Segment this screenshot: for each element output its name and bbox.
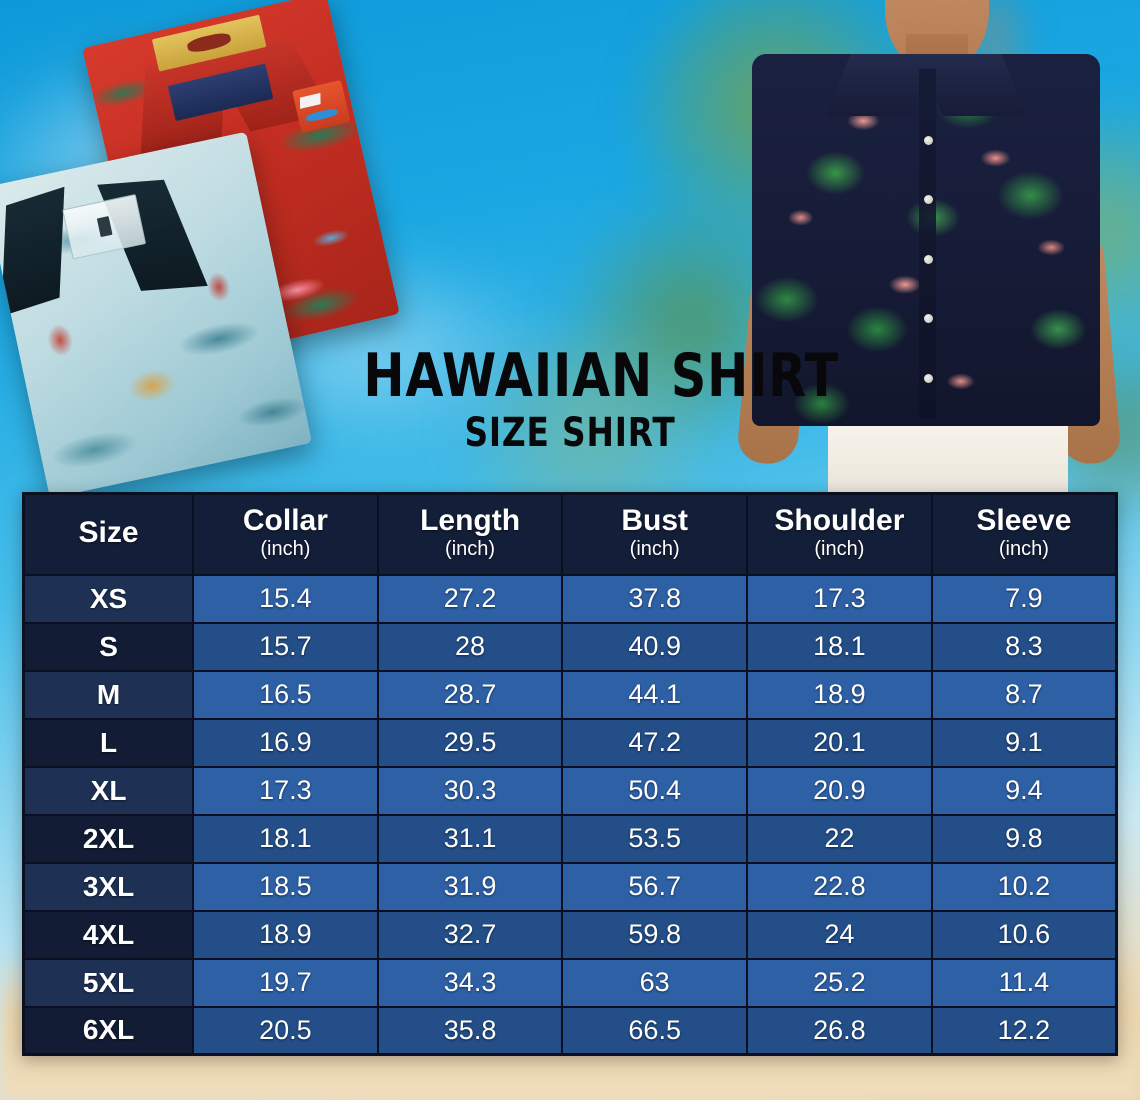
cell-size: L bbox=[22, 717, 195, 768]
table-row: 3XL 18.5 31.9 56.7 22.8 10.2 bbox=[22, 861, 1118, 912]
flamingo-hawaiian-shirt bbox=[752, 54, 1100, 426]
model-photo bbox=[700, 0, 1140, 492]
cell-sleeve: 7.9 bbox=[930, 573, 1118, 624]
shirt-button bbox=[923, 195, 933, 205]
cell-length: 28 bbox=[376, 621, 564, 672]
table-row: XL 17.3 30.3 50.4 20.9 9.4 bbox=[22, 765, 1118, 816]
cell-collar: 17.3 bbox=[192, 765, 379, 816]
cell-length: 32.7 bbox=[376, 909, 564, 960]
column-header-sleeve: Sleeve (inch) bbox=[930, 492, 1118, 576]
cell-sleeve: 11.4 bbox=[930, 957, 1118, 1008]
column-header-shoulder: Shoulder (inch) bbox=[745, 492, 933, 576]
cell-size: S bbox=[22, 621, 195, 672]
cell-length: 31.9 bbox=[376, 861, 564, 912]
title-block: HAWAIIAN SHIRT SIZE SHIRT bbox=[318, 341, 840, 456]
cell-bust: 44.1 bbox=[561, 669, 748, 720]
size-chart-table: Size Collar (inch) Length (inch) Bust (i… bbox=[22, 492, 1118, 1056]
cell-shoulder: 24 bbox=[745, 909, 933, 960]
cell-size: XS bbox=[22, 573, 195, 624]
cell-bust: 50.4 bbox=[561, 765, 748, 816]
cell-shoulder: 17.3 bbox=[745, 573, 933, 624]
button-placket bbox=[919, 68, 937, 419]
cell-length: 27.2 bbox=[376, 573, 564, 624]
shirt-button bbox=[923, 314, 933, 324]
cell-bust: 40.9 bbox=[561, 621, 748, 672]
column-header-collar: Collar (inch) bbox=[192, 492, 379, 576]
cell-length: 29.5 bbox=[376, 717, 564, 768]
cell-size: XL bbox=[22, 765, 195, 816]
cell-bust: 37.8 bbox=[561, 573, 748, 624]
cell-sleeve: 9.1 bbox=[930, 717, 1118, 768]
cell-bust: 59.8 bbox=[561, 909, 748, 960]
cell-collar: 16.5 bbox=[192, 669, 379, 720]
cell-sleeve: 8.3 bbox=[930, 621, 1118, 672]
cell-bust: 56.7 bbox=[561, 861, 748, 912]
cell-sleeve: 10.6 bbox=[930, 909, 1118, 960]
cell-length: 30.3 bbox=[376, 765, 564, 816]
table-row: 5XL 19.7 34.3 63 25.2 11.4 bbox=[22, 957, 1118, 1008]
cell-length: 28.7 bbox=[376, 669, 564, 720]
table-body: XS 15.4 27.2 37.8 17.3 7.9 S 15.7 28 40.9 18.1 8.3 M… bbox=[22, 573, 1118, 1056]
cell-collar: 20.5 bbox=[192, 1005, 379, 1056]
shirt-button bbox=[923, 135, 933, 145]
cell-bust: 53.5 bbox=[561, 813, 748, 864]
cell-shoulder: 22 bbox=[745, 813, 933, 864]
cell-sleeve: 12.2 bbox=[930, 1005, 1118, 1056]
cell-length: 34.3 bbox=[376, 957, 564, 1008]
cell-shoulder: 22.8 bbox=[745, 861, 933, 912]
cell-collar: 18.5 bbox=[192, 861, 379, 912]
cell-bust: 63 bbox=[561, 957, 748, 1008]
table-row: S 15.7 28 40.9 18.1 8.3 bbox=[22, 621, 1118, 672]
cell-collar: 19.7 bbox=[192, 957, 379, 1008]
cell-shoulder: 18.9 bbox=[745, 669, 933, 720]
table-row: 6XL 20.5 35.8 66.5 26.8 12.2 bbox=[22, 1005, 1118, 1056]
table-row: M 16.5 28.7 44.1 18.9 8.7 bbox=[22, 669, 1118, 720]
cell-size: M bbox=[22, 669, 195, 720]
cell-bust: 47.2 bbox=[561, 717, 748, 768]
cell-size: 5XL bbox=[22, 957, 195, 1008]
page-subtitle: SIZE SHIRT bbox=[464, 409, 676, 456]
column-header-bust: Bust (inch) bbox=[561, 492, 748, 576]
page-title: HAWAIIAN SHIRT bbox=[363, 341, 840, 411]
table-row: 4XL 18.9 32.7 59.8 24 10.6 bbox=[22, 909, 1118, 960]
cell-sleeve: 10.2 bbox=[930, 861, 1118, 912]
shirt-button bbox=[923, 373, 933, 383]
table-row: XS 15.4 27.2 37.8 17.3 7.9 bbox=[22, 573, 1118, 624]
table-header: Size Collar (inch) Length (inch) Bust (i… bbox=[22, 492, 1118, 576]
column-header-size: Size bbox=[22, 492, 195, 576]
cell-size: 3XL bbox=[22, 861, 195, 912]
cell-shoulder: 20.9 bbox=[745, 765, 933, 816]
collar-left bbox=[1, 186, 65, 317]
table-row: L 16.9 29.5 47.2 20.1 9.1 bbox=[22, 717, 1118, 768]
cell-bust: 66.5 bbox=[561, 1005, 748, 1056]
cell-shoulder: 25.2 bbox=[745, 957, 933, 1008]
cell-length: 35.8 bbox=[376, 1005, 564, 1056]
cell-sleeve: 8.7 bbox=[930, 669, 1118, 720]
table-row: 2XL 18.1 31.1 53.5 22 9.8 bbox=[22, 813, 1118, 864]
cell-shoulder: 18.1 bbox=[745, 621, 933, 672]
cell-collar: 18.1 bbox=[192, 813, 379, 864]
cell-sleeve: 9.4 bbox=[930, 765, 1118, 816]
cell-shoulder: 26.8 bbox=[745, 1005, 933, 1056]
shirt-button bbox=[923, 254, 933, 264]
cell-collar: 18.9 bbox=[192, 909, 379, 960]
cell-shoulder: 20.1 bbox=[745, 717, 933, 768]
cell-collar: 15.4 bbox=[192, 573, 379, 624]
cell-collar: 16.9 bbox=[192, 717, 379, 768]
column-header-length: Length (inch) bbox=[376, 492, 564, 576]
cell-length: 31.1 bbox=[376, 813, 564, 864]
cell-size: 2XL bbox=[22, 813, 195, 864]
cell-sleeve: 9.8 bbox=[930, 813, 1118, 864]
cell-collar: 15.7 bbox=[192, 621, 379, 672]
cell-size: 4XL bbox=[22, 909, 195, 960]
header-row: Size Collar (inch) Length (inch) Bust (i… bbox=[22, 492, 1118, 576]
cell-size: 6XL bbox=[22, 1005, 195, 1056]
